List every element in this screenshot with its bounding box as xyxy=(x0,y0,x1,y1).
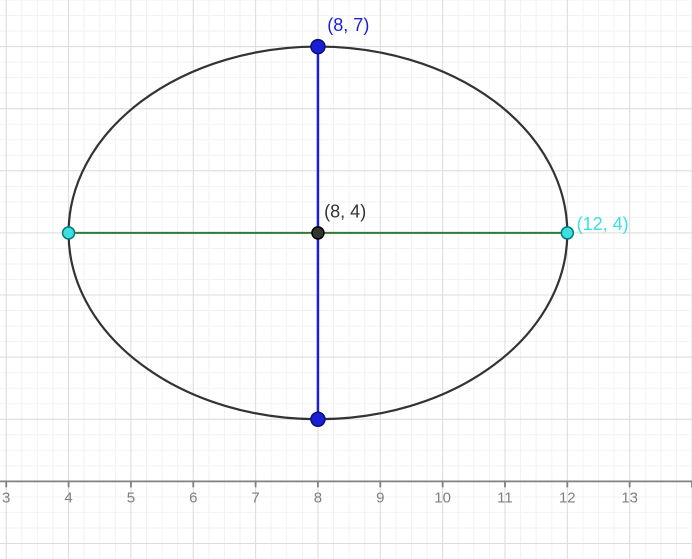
point-label: (8, 4) xyxy=(324,201,366,221)
x-axis-label: 7 xyxy=(251,489,259,506)
plot-point xyxy=(63,227,75,239)
point-label: (8, 7) xyxy=(327,15,369,35)
plot-point xyxy=(561,227,573,239)
plot-point xyxy=(311,412,325,426)
x-axis-label: 4 xyxy=(64,489,72,506)
point-label: (12, 4) xyxy=(577,214,629,234)
coordinate-plane: 3 4 5 6 7 8 9 10 11 12 13 (8, 7) (8, 4) (12, 4) xyxy=(0,0,692,559)
x-axis-label: 13 xyxy=(621,489,638,506)
x-axis-label: 9 xyxy=(376,489,384,506)
x-axis-label: 10 xyxy=(434,489,451,506)
x-axis-label: 5 xyxy=(127,489,135,506)
plot-point xyxy=(311,40,325,54)
x-axis-label: 11 xyxy=(497,489,513,506)
x-axis-label: 6 xyxy=(189,489,197,506)
x-axis-label: 12 xyxy=(559,489,576,506)
x-axis-label: 8 xyxy=(314,489,322,506)
x-axis-label: 3 xyxy=(2,489,10,506)
plot-point xyxy=(312,227,324,239)
